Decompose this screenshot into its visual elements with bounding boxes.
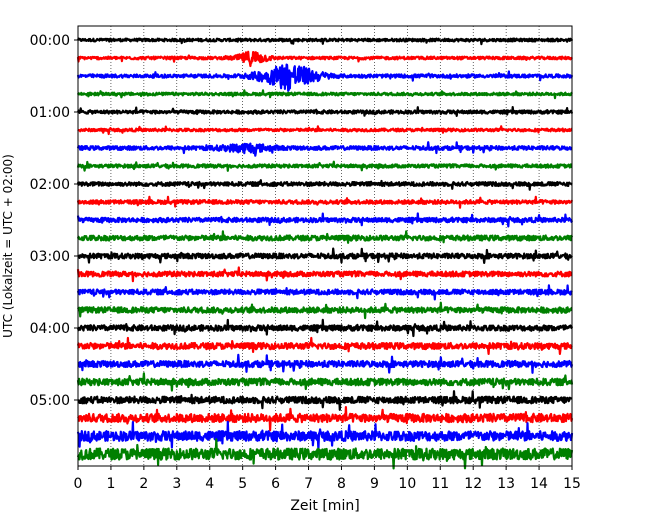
x-tick-label: 2 (139, 476, 148, 492)
trace-line (76, 438, 574, 470)
plot-area (78, 26, 572, 466)
y-tick-label: 02:00 (30, 177, 70, 193)
x-tick-label: 3 (172, 476, 181, 492)
trace-line (77, 247, 573, 264)
trace-line (77, 406, 574, 432)
trace-line (76, 160, 573, 172)
x-tick-label: 9 (370, 476, 379, 492)
grid-lines (110, 26, 540, 466)
x-tick-label: 7 (304, 476, 313, 492)
y-tick-label: 03:00 (30, 249, 70, 265)
seismic-traces (76, 37, 574, 470)
trace-line (76, 372, 574, 392)
trace-line (76, 230, 574, 244)
y-axis: 00:00 01:00 02:00 03:00 04:00 05:00 (30, 33, 78, 409)
trace-line (76, 420, 574, 451)
trace-line (76, 195, 574, 209)
x-tick-label: 5 (238, 476, 247, 492)
y-tick-label: 05:00 (30, 393, 70, 409)
trace-line (76, 301, 573, 320)
plot-border (77, 25, 573, 467)
trace-line (77, 390, 573, 411)
trace-line (76, 50, 573, 68)
y-axis-label: UTC (Lokalzeit = UTC + 02:00) (1, 154, 15, 338)
trace-line (76, 63, 574, 92)
trace-line (77, 125, 573, 136)
trace-line (76, 141, 573, 157)
trace-line (76, 266, 573, 283)
x-tick-label: 10 (398, 476, 416, 492)
x-tick-label: 11 (431, 476, 449, 492)
trace-line (77, 353, 574, 374)
x-tick-label: 0 (74, 476, 83, 492)
x-axis: 0 1 2 3 4 5 6 7 8 9 10 11 12 13 14 15 (74, 466, 581, 492)
x-tick-label: 13 (497, 476, 515, 492)
x-tick-label: 12 (464, 476, 482, 492)
trace-line (76, 106, 574, 117)
trace-line (76, 284, 573, 301)
x-tick-label: 6 (271, 476, 280, 492)
x-tick-label: 14 (530, 476, 548, 492)
trace-line (76, 37, 574, 46)
x-tick-label: 15 (563, 476, 581, 492)
x-axis-label: Zeit [min] (290, 498, 359, 514)
y-tick-label: 00:00 (30, 33, 70, 49)
trace-line (76, 212, 574, 228)
trace-line (76, 179, 573, 191)
trace-line (76, 318, 574, 338)
trace-line (76, 336, 573, 355)
x-tick-label: 1 (106, 476, 115, 492)
y-tick-label: 04:00 (30, 321, 70, 337)
x-tick-label: 8 (337, 476, 346, 492)
x-tick-label: 4 (205, 476, 214, 492)
trace-line (76, 89, 573, 100)
y-tick-label: 01:00 (30, 105, 70, 121)
